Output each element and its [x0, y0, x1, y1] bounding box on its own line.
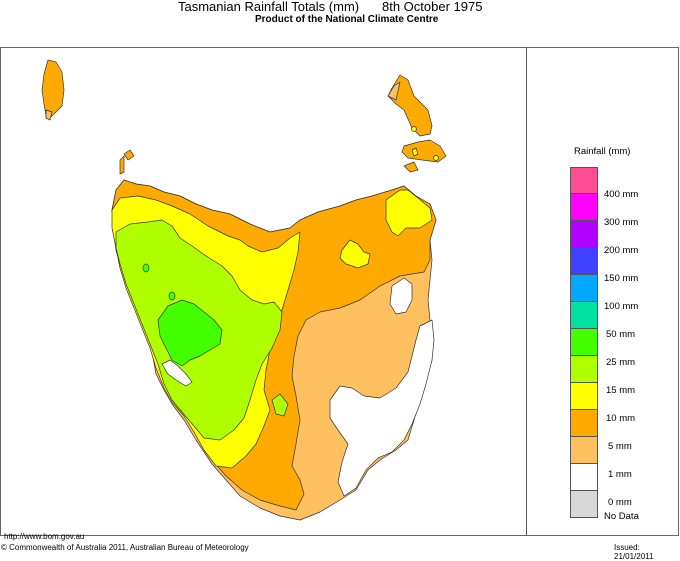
legend-label: 150 mm [604, 273, 639, 284]
zero-rain-southeast [329, 319, 435, 497]
source-url[interactable]: http://www.bom.gov.au [4, 532, 85, 541]
legend-title: Rainfall (mm) [574, 146, 631, 157]
legend-label: 10 mm [606, 413, 636, 424]
map-date: 8th October 1975 [382, 0, 483, 14]
legend-swatch-5 [570, 410, 598, 437]
map-title: Tasmanian Rainfall Totals (mm) [178, 0, 360, 14]
legend-divider [526, 47, 527, 535]
flinders-island [387, 74, 433, 137]
legend-swatch-50 [570, 302, 598, 329]
legend-label: 25 mm [606, 357, 636, 368]
legend-label: 50 mm [606, 329, 636, 340]
legend-swatch-0 [570, 464, 598, 491]
legend-swatch-15 [570, 356, 598, 383]
legend-swatch-100 [570, 275, 598, 302]
legend-label: 1 mm [608, 469, 632, 480]
cape-barren-island [401, 139, 447, 163]
legend-swatch-1 [570, 437, 598, 464]
legend-swatch-150 [570, 248, 598, 275]
legend-label-no-data: No Data [604, 511, 639, 522]
legend-color-bar [570, 167, 598, 518]
green-core-25-50mm [157, 299, 223, 367]
issued-date: Issued: 21/01/2011 [614, 543, 654, 561]
frame-right-edge [678, 47, 679, 535]
tasmania-rainfall-map [41, 59, 447, 521]
legend-label: 200 mm [604, 245, 639, 256]
map-frame [0, 47, 679, 536]
legend-label: 0 mm [608, 497, 632, 508]
legend-label: 5 mm [608, 441, 632, 452]
legend-swatch-200 [570, 221, 598, 248]
legend-swatch-no-data [570, 491, 598, 518]
king-island [41, 59, 65, 119]
legend-label: 100 mm [604, 301, 639, 312]
legend-label: 400 mm [604, 189, 639, 200]
copyright-notice: © Commonwealth of Australia 2011, Austra… [1, 543, 249, 552]
map-subtitle: Product of the National Climate Centre [255, 14, 439, 25]
map-header: Tasmanian Rainfall Totals (mm) 8th Octob… [0, 0, 680, 25]
legend-swatch-25 [570, 329, 598, 356]
legend-swatch-10 [570, 383, 598, 410]
legend-label: 300 mm [604, 217, 639, 228]
legend-swatch-400plus [570, 167, 598, 194]
macquarie-harbour [161, 359, 193, 387]
legend-swatch-300 [570, 194, 598, 221]
legend-label: 15 mm [606, 385, 636, 396]
